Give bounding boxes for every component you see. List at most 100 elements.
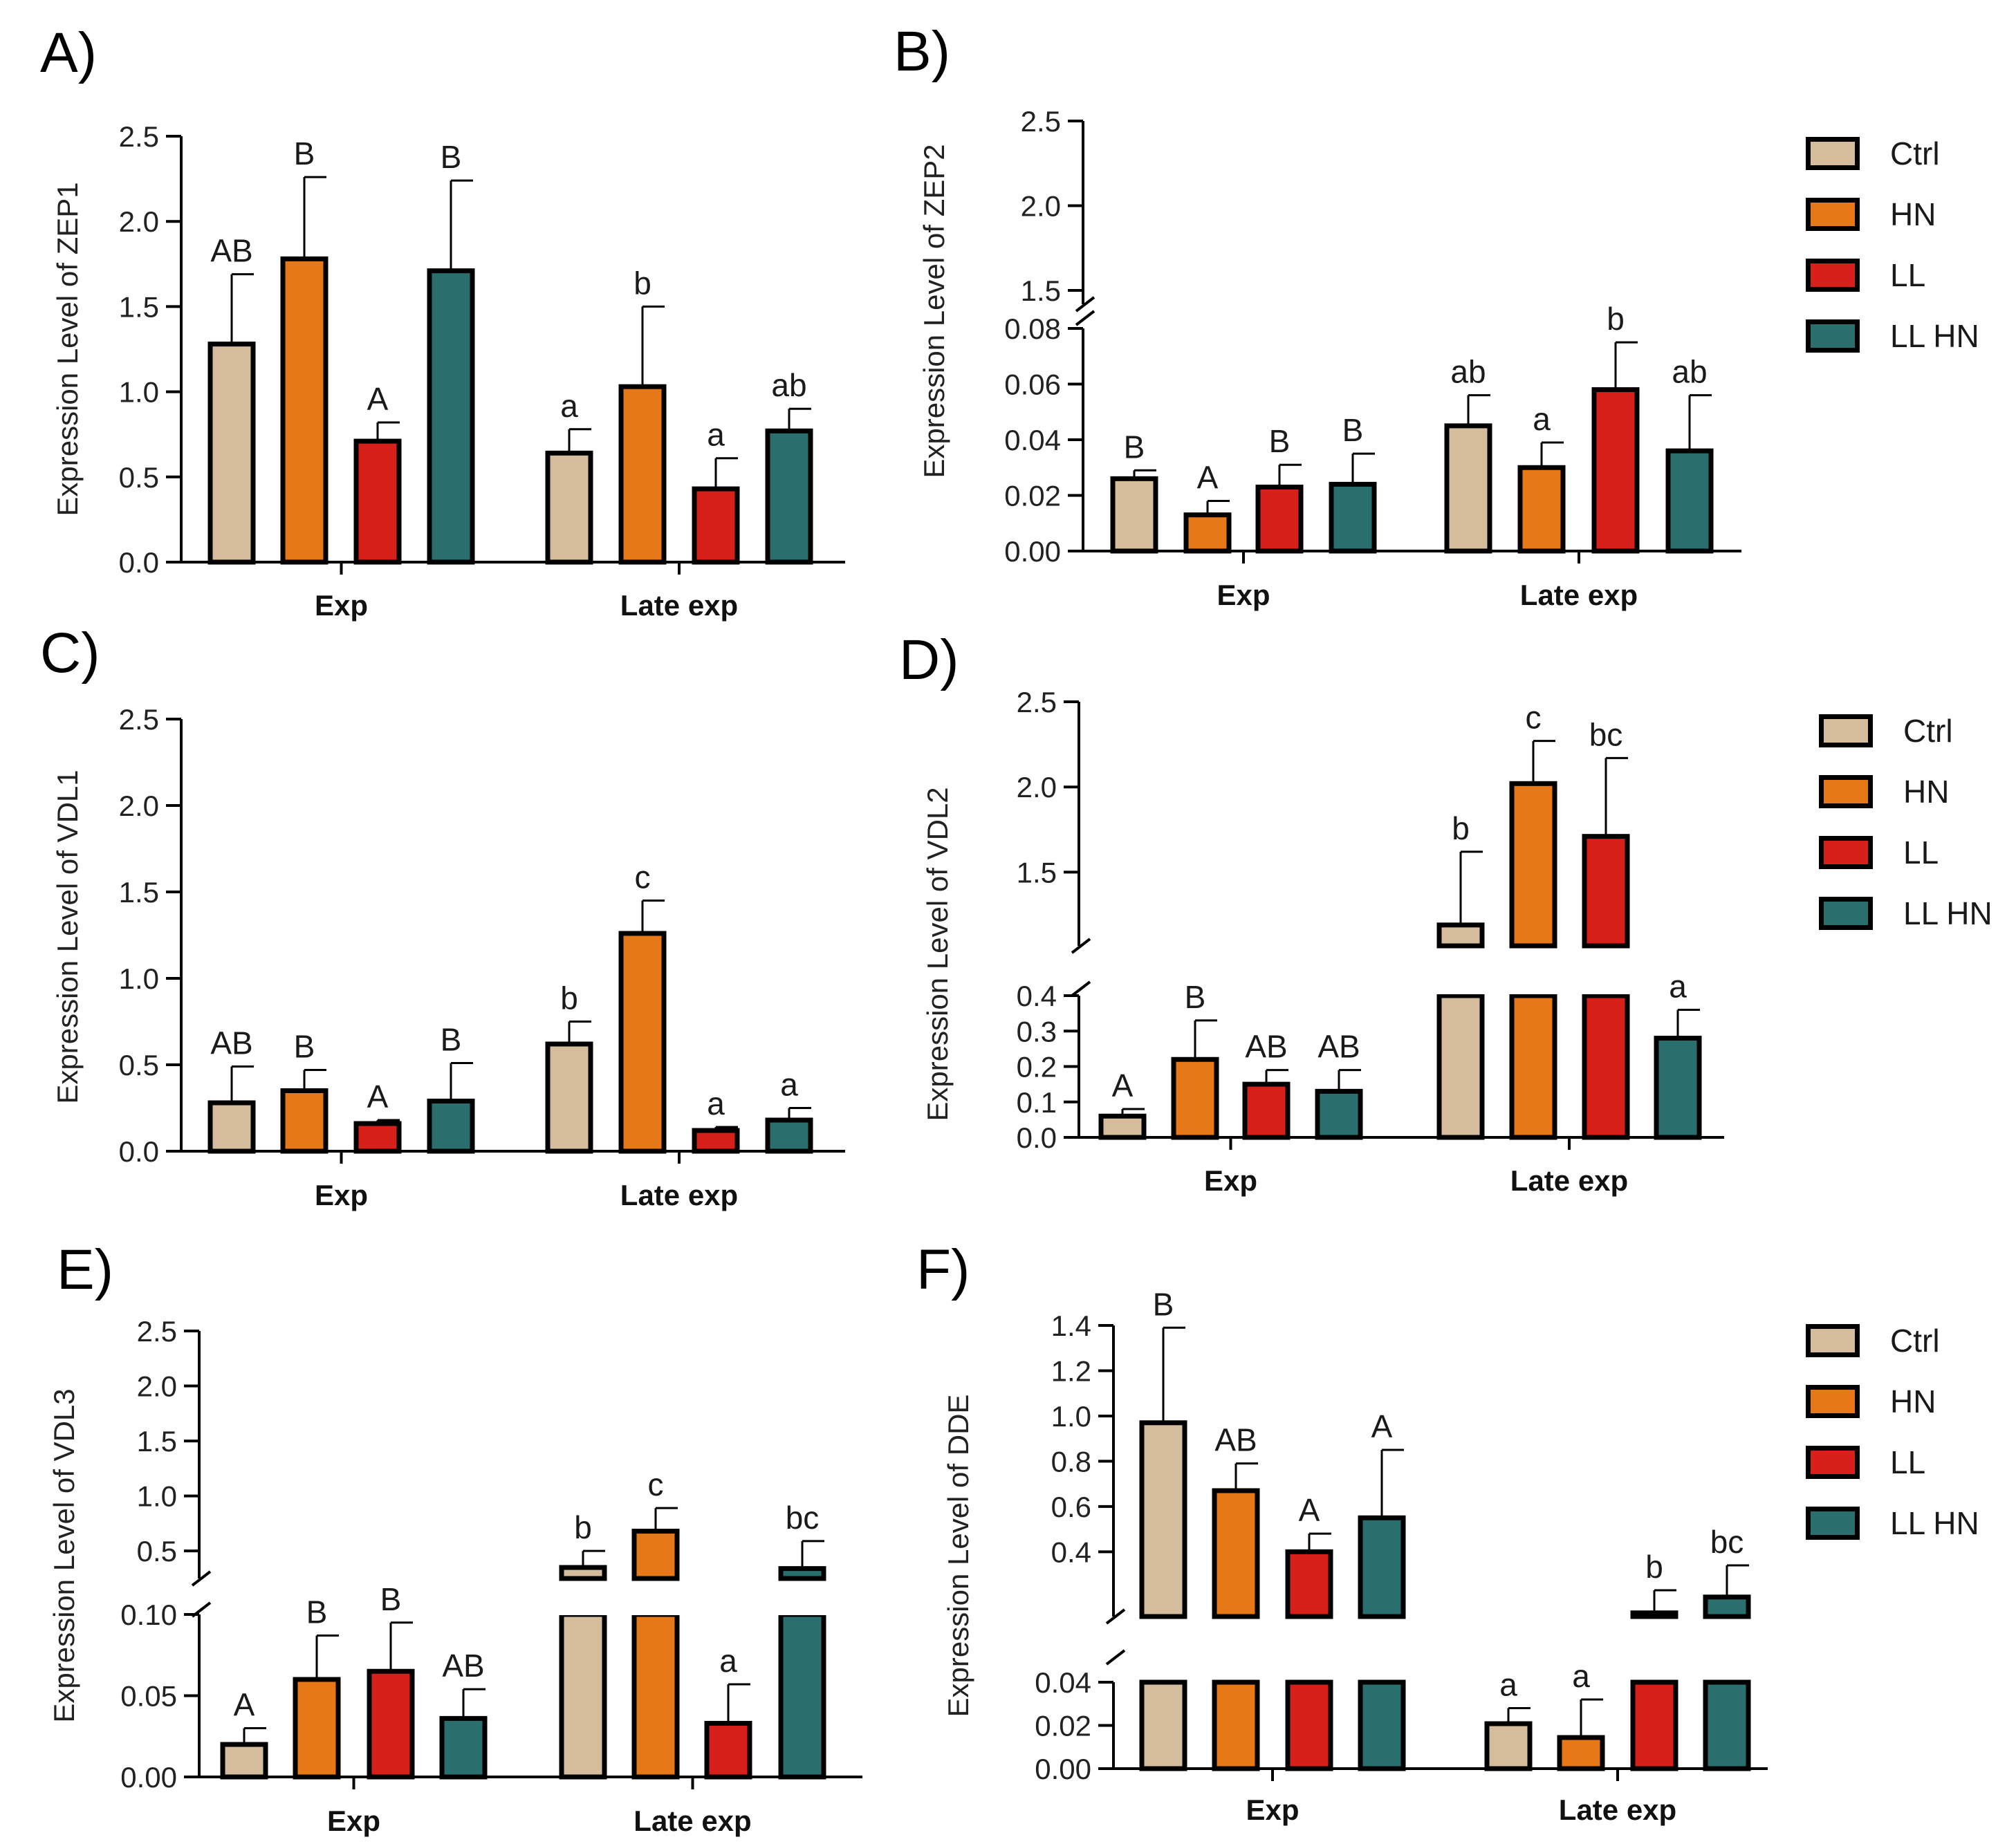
bar <box>1654 1036 1702 1140</box>
bar <box>1212 1679 1260 1771</box>
significance-letter: b <box>1452 810 1470 846</box>
bar <box>559 1565 607 1581</box>
significance-letter: AB <box>210 1025 252 1061</box>
bar <box>778 1612 826 1780</box>
significance-letter: B <box>1124 429 1145 465</box>
significance-letter: AB <box>210 233 252 269</box>
axis-break-mark <box>1071 980 1091 997</box>
significance-letter: bc <box>1710 1524 1744 1560</box>
y-tick-label: 1.5 <box>119 290 159 323</box>
significance-letter: c <box>635 859 651 895</box>
x-category-label: Exp <box>1217 579 1270 611</box>
axis-break-gap <box>778 1578 826 1615</box>
x-category-label: Late exp <box>1520 579 1638 611</box>
legend-swatch <box>1806 1324 1860 1357</box>
legend-swatch <box>1819 775 1873 808</box>
axis-break-gap <box>1582 946 1630 994</box>
bar <box>280 1088 329 1154</box>
significance-letter: A <box>1197 460 1219 496</box>
significance-letter: a <box>719 1643 737 1679</box>
bar <box>1329 481 1377 554</box>
x-category-label: Exp <box>315 1179 368 1211</box>
significance-letter: B <box>294 1029 315 1065</box>
significance-letter: B <box>380 1581 402 1617</box>
significance-letter: A <box>1112 1068 1134 1103</box>
y-tick-label: 0.06 <box>1004 369 1061 401</box>
legend-item-ctrl: Ctrl <box>1806 1322 1940 1359</box>
axis-break-gap <box>1703 1617 1751 1663</box>
legend-swatch <box>1819 897 1873 930</box>
legend-swatch <box>1806 198 1860 231</box>
bar <box>1517 465 1566 554</box>
legend-swatch <box>1806 319 1860 353</box>
legend-label: Ctrl <box>1903 713 1953 749</box>
bar <box>1665 448 1714 554</box>
significance-letter: B <box>1153 1286 1174 1322</box>
y-axis-title: Expression Level of VDL1 <box>51 770 84 1103</box>
significance-letter: AB <box>1214 1422 1257 1458</box>
y-tick-label: 1.4 <box>1051 1310 1091 1342</box>
significance-letter: ab <box>1672 354 1707 390</box>
y-axis-title: Expression Level of DDE <box>942 1395 974 1717</box>
significance-letter: AB <box>1245 1029 1287 1065</box>
axis-break-mark <box>1075 296 1095 313</box>
bar <box>1315 1088 1363 1140</box>
legend-item-hn: HN <box>1806 196 1936 233</box>
panel-label-c: C) <box>40 622 100 684</box>
bar <box>1110 476 1158 554</box>
legend-label: LL <box>1890 257 1926 293</box>
bar <box>1436 922 1485 949</box>
chart-panel-5: Ab Bc Ba AB bc Exp Late exp 0.00 0.05 0.10 0.5 1.0 1… <box>48 1315 862 1837</box>
y-tick-label: 1.5 <box>119 876 159 909</box>
axis-break-mark <box>1105 1608 1126 1625</box>
bar <box>293 1677 341 1780</box>
significance-letter: B <box>1185 979 1206 1015</box>
significance-letter: B <box>441 139 462 175</box>
axis-break-gap <box>631 1578 680 1615</box>
y-tick-label: 0.6 <box>1051 1491 1091 1523</box>
legend-swatch <box>1806 259 1860 292</box>
bar <box>1703 1679 1751 1771</box>
bar <box>1183 512 1232 554</box>
y-tick-label: 0.5 <box>137 1535 177 1567</box>
bar <box>1255 484 1304 554</box>
y-tick-label: 0.08 <box>1004 313 1061 345</box>
y-tick-label: 0.00 <box>1035 1753 1091 1785</box>
axis-break-gap <box>1630 1617 1679 1663</box>
significance-letter: A <box>367 1079 389 1115</box>
legend-swatch <box>1819 836 1873 869</box>
significance-letter: AB <box>1317 1029 1360 1065</box>
bar <box>1212 1488 1260 1619</box>
legend-label: LL <box>1890 1444 1926 1480</box>
axis-break-gap <box>1358 1617 1406 1663</box>
bar <box>545 450 593 565</box>
y-tick-label: 1.0 <box>119 962 159 995</box>
legend-item-ll-hn: LL HN <box>1806 1505 1979 1542</box>
y-tick-label: 0.8 <box>1051 1445 1091 1478</box>
significance-letter: B <box>294 136 315 171</box>
legend-item-ll: LL <box>1819 834 1939 871</box>
legend-label: Ctrl <box>1890 136 1940 171</box>
significance-letter: c <box>1526 700 1542 736</box>
bar <box>1285 1679 1333 1771</box>
y-tick-label: 2.0 <box>1017 771 1057 803</box>
y-tick-label: 1.5 <box>1021 274 1061 307</box>
bar <box>631 1612 680 1780</box>
x-category-label: Late exp <box>1510 1164 1628 1197</box>
y-tick-label: 1.2 <box>1051 1354 1091 1387</box>
legend-label: LL HN <box>1903 895 1992 931</box>
bar <box>1557 1735 1605 1771</box>
chart-panel-4: Ab Bc AB bc AB a Exp Late exp 0.00.10.2 0.30.4 1.5… <box>921 686 1724 1197</box>
axis-break-gap <box>1509 946 1557 994</box>
bar <box>692 486 740 565</box>
significance-letter: A <box>367 381 389 417</box>
bar <box>367 1668 415 1780</box>
bar <box>427 1099 475 1154</box>
bar <box>1444 423 1492 554</box>
legend-swatch <box>1806 1507 1860 1540</box>
x-category-label: Late exp <box>620 589 738 622</box>
legend-swatch <box>1806 137 1860 170</box>
bar <box>1358 1515 1406 1619</box>
axis-break-gap <box>559 1578 607 1615</box>
x-category-label: Late exp <box>1559 1794 1676 1826</box>
